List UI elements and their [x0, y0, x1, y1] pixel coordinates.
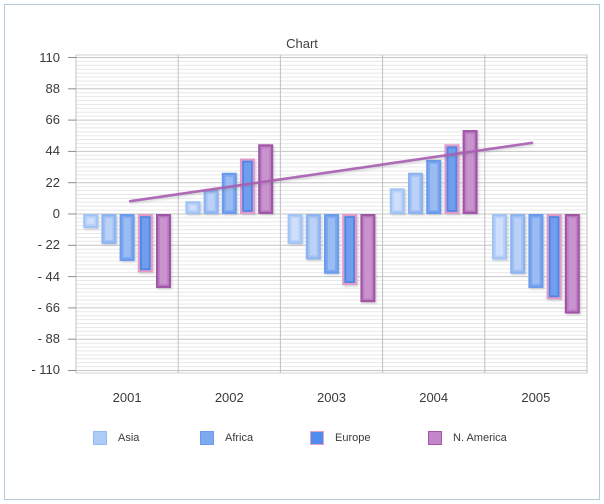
y-axis-tick-label: 110 [39, 49, 60, 65]
bar-highlight [550, 218, 558, 296]
legend-label: Africa [225, 431, 254, 444]
legend-item-n-america: N. America [428, 429, 507, 447]
legend-item-europe: Europe [310, 429, 370, 447]
bar-highlight [291, 218, 299, 240]
bar-highlight [262, 148, 270, 210]
bar-highlight [123, 218, 131, 257]
bar-highlight [568, 218, 576, 310]
trendline [128, 141, 534, 203]
legend-label: Asia [118, 431, 140, 444]
x-axis-label: 2001 [112, 390, 142, 405]
bar-highlight [309, 218, 317, 256]
y-axis-tick-label: 22 [45, 174, 60, 190]
bar-highlight [189, 205, 197, 210]
y-axis-tick-label: 66 [45, 112, 60, 128]
bar-highlight [412, 176, 419, 210]
bar-highlight [430, 163, 438, 210]
bar-highlight [393, 192, 401, 210]
legend-item-africa: Africa [200, 429, 253, 447]
bar-highlight [514, 218, 522, 270]
bar-highlight [105, 218, 113, 240]
y-axis-tick-label: - 22 [37, 237, 60, 253]
y-axis-tick-label: - 66 [37, 299, 60, 315]
y-axis-tick-label: - 44 [37, 268, 60, 284]
bars-group [83, 130, 580, 314]
bar-highlight [364, 218, 372, 299]
x-axis-label: 2003 [317, 390, 346, 405]
x-axis-label: 2005 [521, 390, 551, 405]
x-axis-label: 2002 [214, 390, 244, 405]
bar-highlight [244, 162, 251, 210]
bar-highlight [532, 218, 540, 284]
bar-highlight [496, 218, 503, 256]
legend-swatch [200, 430, 214, 445]
bar-highlight [141, 218, 149, 269]
legend-label: N. America [453, 431, 507, 444]
legend-swatch [310, 430, 324, 445]
y-axis-tick-label: 0 [52, 206, 60, 221]
x-axis-label: 2004 [419, 390, 449, 405]
chart-title: Chart [286, 36, 318, 51]
bar-highlight [207, 193, 215, 210]
bar-highlight [328, 218, 335, 270]
bar-highlight [448, 148, 456, 210]
y-axis-tick-label: - 88 [37, 331, 60, 347]
y-axis-tick-label: 88 [45, 80, 60, 96]
y-axis-tick-label: - 110 [31, 362, 60, 378]
legend-swatch [428, 430, 442, 445]
y-axis-tick-label: 44 [45, 143, 60, 159]
legend: Asia Africa Europe N. America [0, 429, 604, 449]
bar-highlight [346, 218, 354, 282]
legend-swatch [93, 430, 107, 445]
bar-highlight [466, 134, 474, 210]
bar-highlight [87, 218, 95, 225]
legend-item-asia: Asia [93, 429, 139, 447]
bar-highlight [225, 176, 233, 210]
bar-highlight [160, 218, 167, 284]
legend-label: Europe [335, 431, 371, 444]
